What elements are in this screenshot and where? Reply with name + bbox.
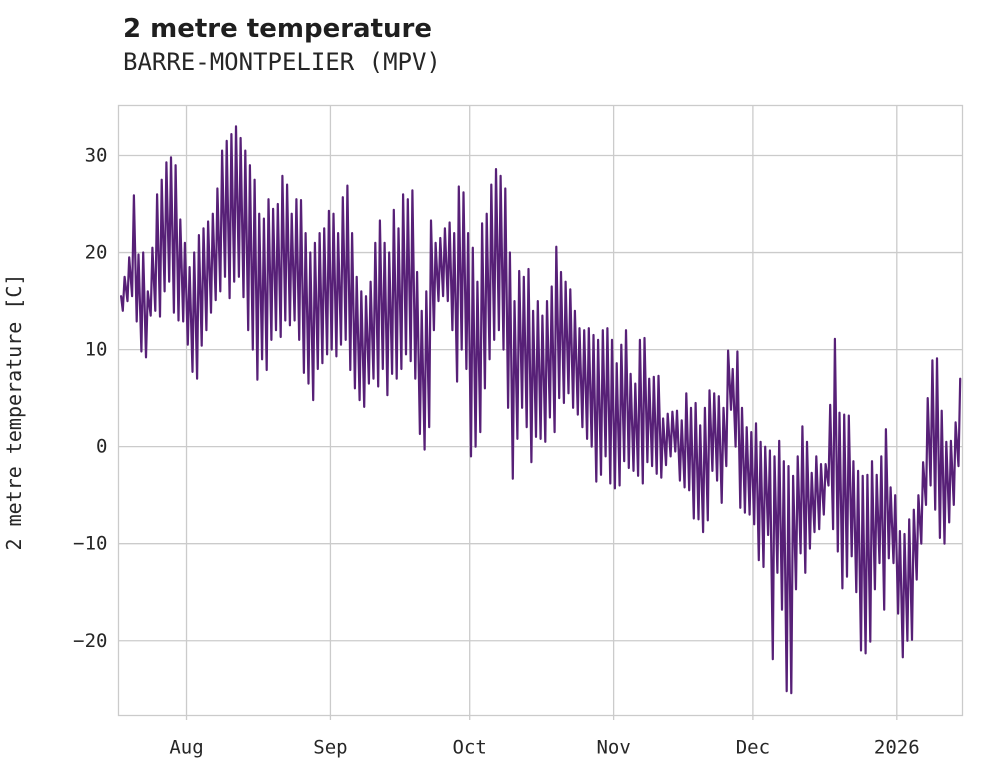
x-tick-label: Sep (313, 737, 347, 759)
y-tick-label: 20 (85, 242, 108, 264)
chart-subtitle: BARRE-MONTPELIER (MPV) (123, 48, 441, 76)
y-tick-label: −20 (73, 630, 107, 652)
y-tick-label: 30 (85, 144, 108, 166)
temperature-line (120, 125, 962, 695)
y-tick-label: 0 (96, 436, 107, 458)
y-axis-label: 2 metre temperature [C] (2, 273, 26, 551)
x-tick-label: Oct (453, 737, 487, 759)
x-tick-label: Dec (736, 737, 770, 759)
y-tick-label: 10 (85, 339, 108, 361)
chart-title: 2 metre temperature (123, 14, 432, 44)
y-tick-label: −10 (73, 533, 107, 555)
x-tick-label: Aug (169, 737, 203, 759)
x-tick-label: 2026 (874, 737, 920, 759)
x-tick-label: Nov (596, 737, 630, 759)
plot-border (117, 104, 964, 717)
